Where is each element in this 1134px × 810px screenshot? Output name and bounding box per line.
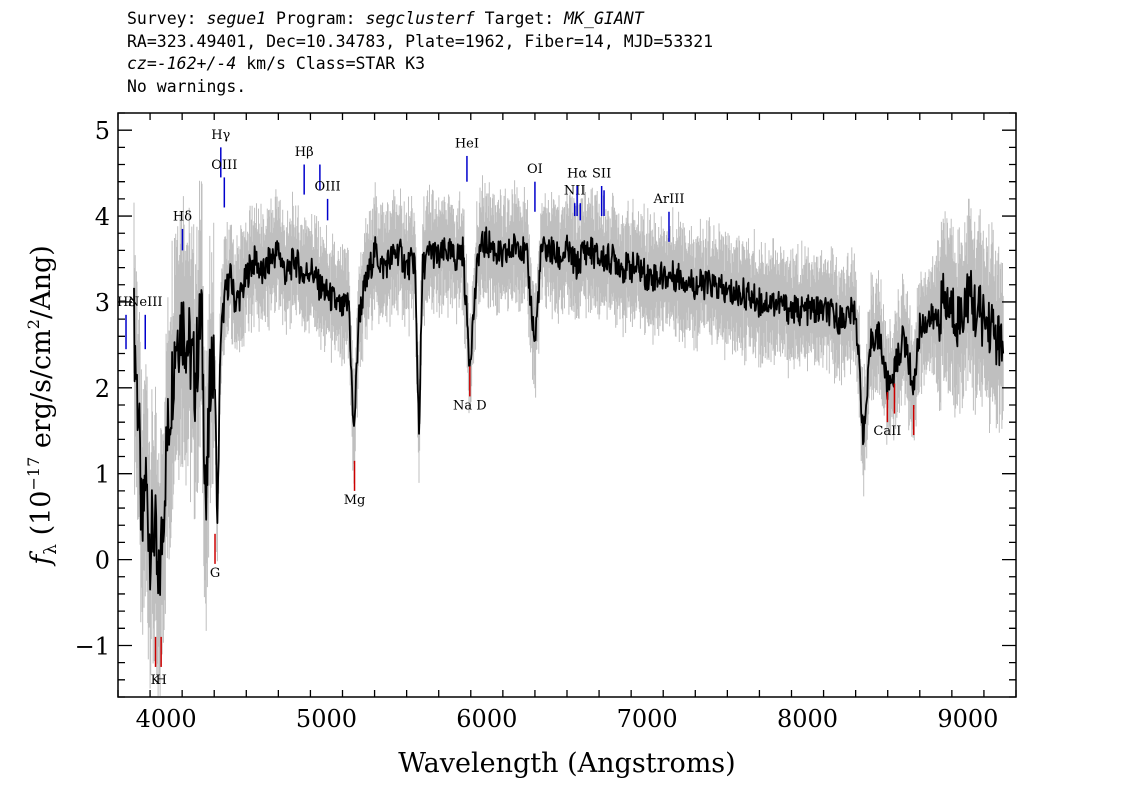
- line-label-0: Hε: [117, 295, 135, 310]
- line-label-8: HeI: [455, 136, 479, 151]
- x-tick-label: 8000: [777, 705, 838, 733]
- axis-tick-labels: 4000 5000 6000 7000 8000 9000 −1 0 1 2 3 4 5: [75, 117, 999, 733]
- flux-line: [133, 226, 1005, 596]
- tick-marks: [117, 112, 1017, 698]
- flux-series: [133, 226, 1005, 596]
- line-label-10: NII: [564, 184, 586, 199]
- line-label-16: K: [151, 673, 161, 688]
- x-tick-label: 7000: [617, 705, 678, 733]
- line-label-20: Na D: [453, 398, 487, 413]
- line-label-3: Hγ: [211, 128, 230, 143]
- survey-value: segue1: [206, 9, 267, 28]
- line-label-15: ArIII: [652, 192, 684, 207]
- line-label-9: OI: [527, 162, 543, 177]
- line-label-21: CaII: [873, 424, 901, 439]
- class-text: km/s Class=STAR K3: [236, 54, 426, 73]
- program-label: Program:: [276, 9, 356, 28]
- x-axis-title: Wavelength (Angstroms): [398, 748, 735, 779]
- header-line-coords: RA=323.49401, Dec=10.34783, Plate=1962, …: [127, 31, 714, 51]
- y-tick-label: 4: [95, 203, 110, 231]
- line-label-13: SII: [592, 166, 611, 181]
- header-line-warnings: No warnings.: [127, 76, 247, 96]
- spectrum-header: Survey: segue1 Program: segclusterf Targ…: [127, 8, 713, 98]
- line-label-18: G: [210, 566, 220, 581]
- line-label-5: Hβ: [295, 145, 314, 160]
- program-value: segclusterf: [365, 9, 475, 28]
- target-value: MK_GIANT: [564, 9, 644, 28]
- line-label-11: Hα: [567, 166, 587, 181]
- y-tick-label: 3: [95, 289, 110, 317]
- line-label-7: OIII: [315, 179, 341, 194]
- header-line-redshift: cz=-162+/-4 km/s Class=STAR K3: [127, 53, 713, 76]
- y-tick-label: −1: [75, 632, 110, 660]
- x-tick-label: 4000: [136, 705, 197, 733]
- line-label-19: Mg: [344, 493, 366, 508]
- line-label-17: H: [155, 673, 166, 688]
- x-tick-label: 9000: [937, 705, 998, 733]
- header-line-survey: Survey: segue1 Program: segclusterf Targ…: [127, 8, 713, 31]
- survey-label: Survey:: [127, 9, 197, 28]
- cz-value: -162+/-4: [156, 54, 237, 73]
- line-label-4: OIII: [211, 158, 237, 173]
- target-label: Target:: [484, 9, 555, 28]
- y-tick-label: 5: [95, 117, 110, 145]
- x-tick-label: 6000: [456, 705, 517, 733]
- y-tick-label: 0: [95, 547, 110, 575]
- y-tick-label: 2: [95, 375, 110, 403]
- x-tick-label: 5000: [296, 705, 357, 733]
- cz-label: cz=: [127, 54, 157, 73]
- axis-ticks: [117, 112, 1017, 698]
- y-tick-label: 1: [95, 461, 110, 489]
- line-label-1: NeIII: [128, 295, 162, 310]
- y-axis-title: fλ (10−17 erg/s/cm2/Ang): [24, 245, 61, 567]
- line-label-2: Hδ: [173, 209, 192, 224]
